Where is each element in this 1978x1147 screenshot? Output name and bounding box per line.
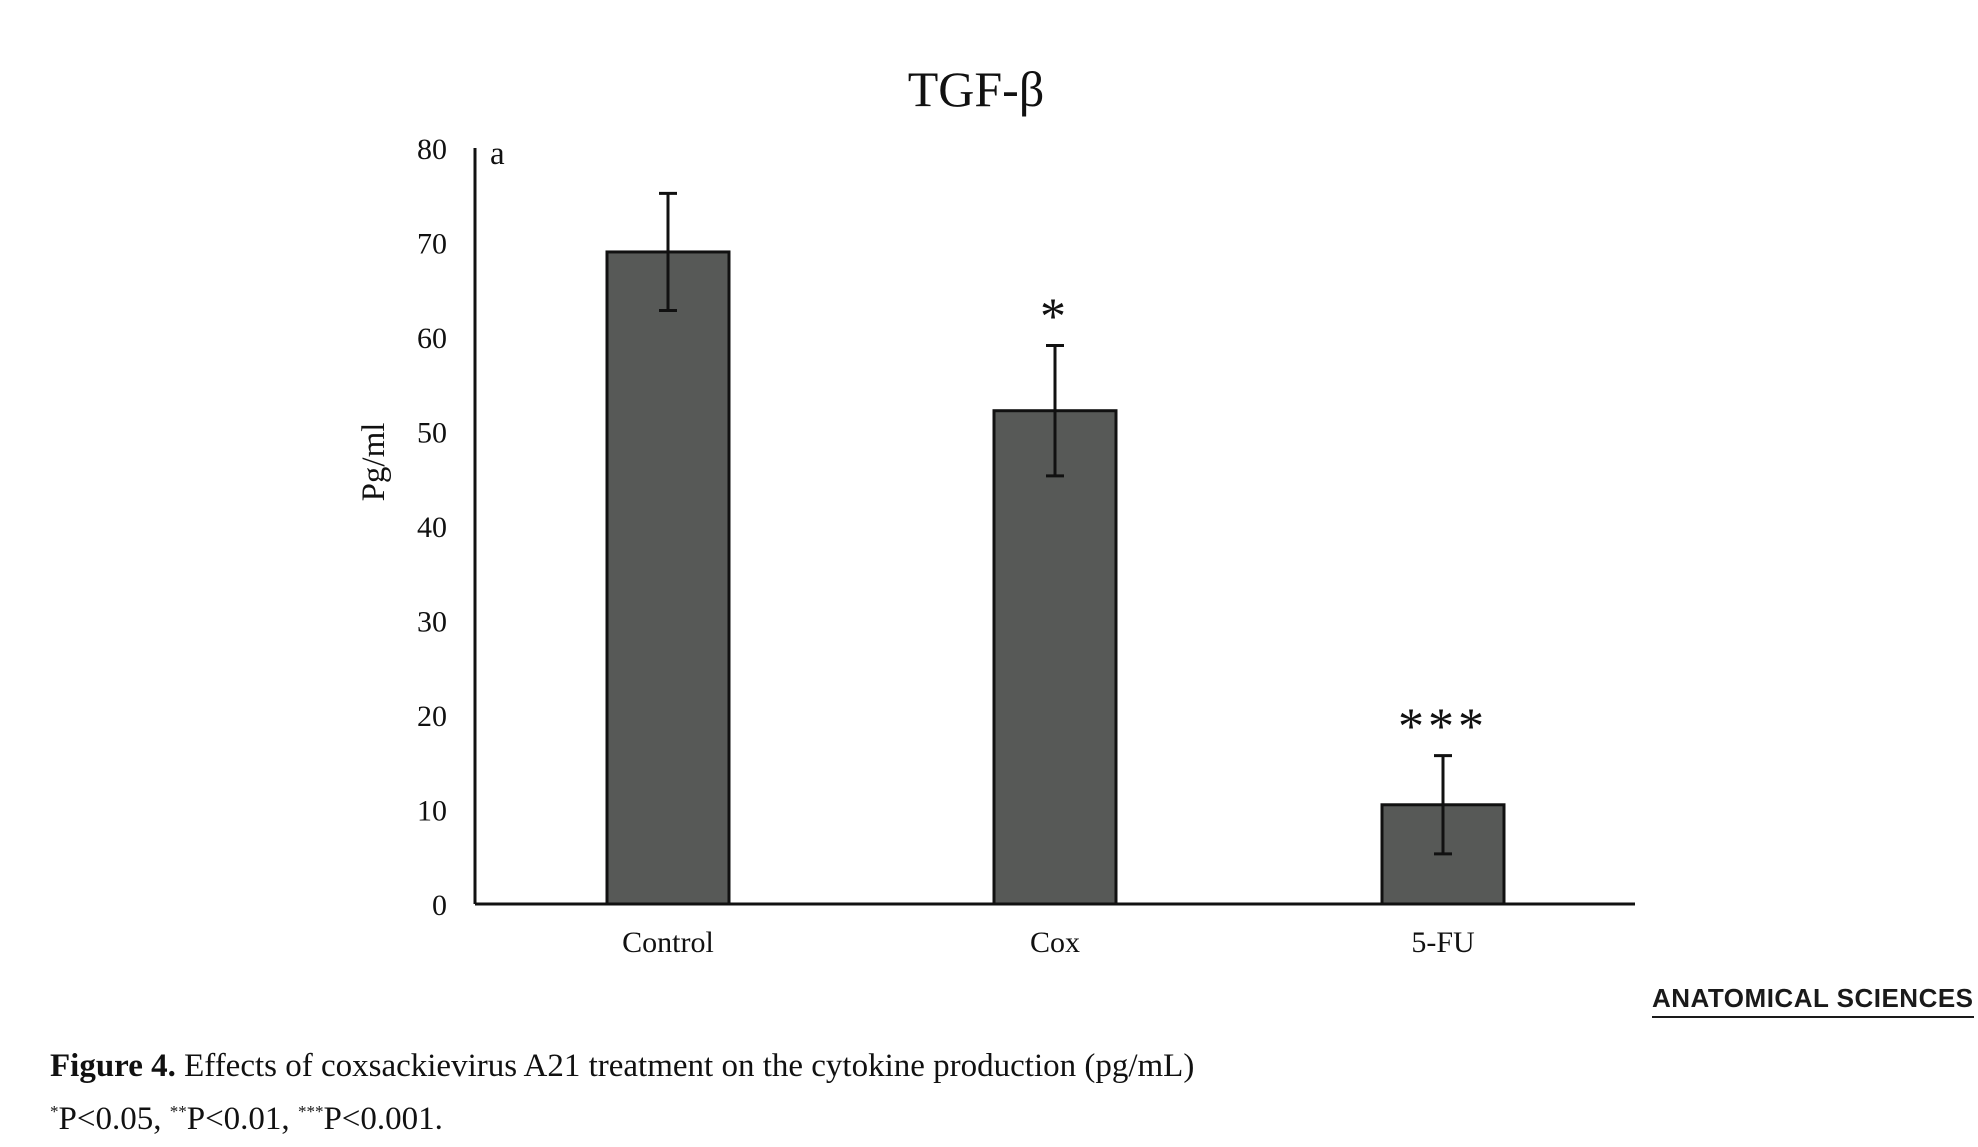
figure-label: Figure 4. (50, 1048, 176, 1084)
figure-caption: Figure 4. Effects of coxsackievirus A21 … (50, 1040, 1194, 1146)
significance-mark: *** (1398, 699, 1488, 756)
y-tick-label: 80 (417, 133, 447, 166)
y-tick-label: 0 (432, 889, 447, 922)
x-tick-label: Cox (1030, 926, 1080, 959)
footnote-mark-2: ** (169, 1102, 187, 1121)
panel-label: a (490, 136, 505, 172)
y-axis-label: Pg/ml (356, 423, 392, 502)
caption-text: Effects of coxsackievirus A21 treatment … (184, 1048, 1195, 1084)
footnote-mark-3: *** (297, 1102, 324, 1121)
y-tick-label: 50 (417, 417, 447, 450)
y-tick-label: 10 (417, 795, 447, 828)
y-tick-label: 70 (417, 228, 447, 261)
y-tick-label: 40 (417, 511, 447, 544)
y-tick-label: 60 (417, 322, 447, 355)
y-tick-label: 30 (417, 606, 447, 639)
bar (605, 250, 731, 906)
footnote-p-3: P<0.001. (323, 1101, 443, 1137)
caption-line-1: Figure 4. Effects of coxsackievirus A21 … (50, 1040, 1194, 1093)
caption-line-2: *P<0.05, **P<0.01, ***P<0.001. (50, 1093, 1194, 1146)
y-tick-label: 20 (417, 700, 447, 733)
chart: TGF-β a Pg/ml 0 10 20 30 40 50 60 70 80 Control * Cox *… (356, 61, 1635, 959)
significance-mark: * (1040, 289, 1070, 346)
footnote-p-1: P<0.05, (58, 1101, 170, 1137)
chart-title: TGF-β (908, 61, 1045, 117)
x-tick-label: Control (622, 926, 714, 959)
x-tick-label: 5-FU (1411, 926, 1475, 959)
bar-chart-svg: TGF-β a Pg/ml 0 10 20 30 40 50 60 70 80 Control * Cox *… (356, 61, 1635, 959)
footnote-p-2: P<0.01, (186, 1101, 298, 1137)
bar (992, 409, 1118, 906)
footnote-mark-1: * (50, 1102, 59, 1121)
brand-logo-text: ANATOMICAL SCIENCES (1652, 983, 1974, 1018)
